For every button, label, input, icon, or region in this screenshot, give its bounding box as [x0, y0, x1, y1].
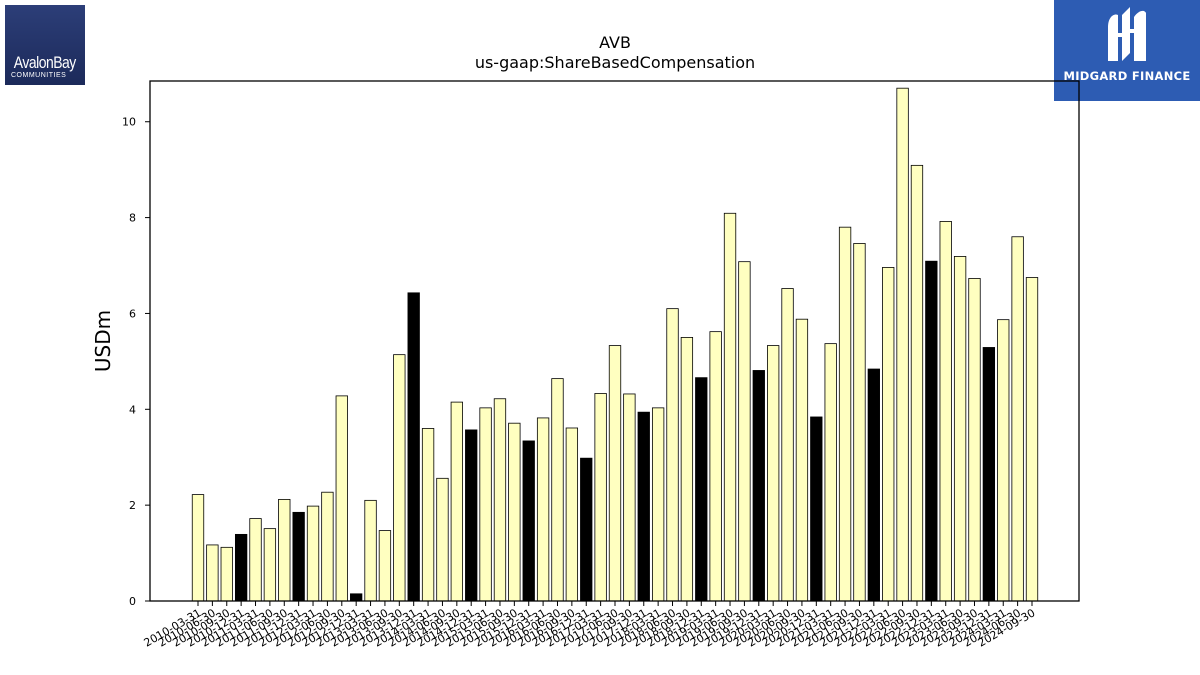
bar-2017-12-31	[637, 411, 650, 602]
bar-2011-06-30	[263, 528, 277, 602]
chart-subtitle: us-gaap:ShareBasedCompensation	[475, 53, 755, 72]
bar-2018-12-31	[695, 377, 708, 602]
bar-2012-12-31	[350, 593, 363, 602]
y-axis-label: USDm	[91, 310, 115, 372]
bar-2015-03-31	[479, 407, 492, 602]
bar-2018-03-31	[651, 407, 665, 602]
bar-2012-09-30	[335, 395, 348, 602]
bar-2013-12-31	[407, 292, 420, 602]
bar-2015-09-30	[508, 422, 521, 602]
bar-2024-03-31	[997, 319, 1010, 602]
bar-2011-03-31	[249, 518, 262, 602]
avalonbay-logo: AvalonBay COMMUNITIES	[5, 5, 85, 85]
bar-2013-03-31	[364, 499, 377, 602]
bar-2016-09-30	[565, 427, 579, 602]
bar-2010-12-31	[234, 533, 248, 602]
bar-2017-03-31	[594, 393, 607, 602]
bar-2017-09-30	[623, 393, 636, 602]
bar-2023-12-31	[982, 347, 996, 602]
bar-2021-12-31	[867, 368, 880, 602]
bar-2019-09-30	[738, 261, 751, 602]
bar-2012-06-30	[321, 491, 334, 602]
bar-2020-09-30	[795, 318, 809, 602]
bar-2019-03-31	[709, 331, 722, 602]
bar-2020-06-30	[781, 288, 794, 602]
bar-2020-03-31	[767, 345, 780, 602]
bar-2019-12-31	[752, 370, 765, 602]
bar-2017-06-30	[608, 345, 622, 602]
midgard-emblem-icon	[1108, 7, 1146, 61]
bar-2014-12-31	[465, 429, 478, 602]
y-tick-label: 0	[129, 595, 136, 608]
bar-2014-03-31	[421, 428, 435, 602]
y-tick-label: 8	[129, 212, 136, 225]
bar-2015-12-31	[522, 440, 535, 602]
y-tick-label: 4	[129, 403, 136, 416]
bar-2011-09-30	[278, 498, 291, 602]
y-tick-label: 10	[122, 116, 136, 129]
avalonbay-logo-name: AvalonBay	[14, 53, 76, 72]
bar-2013-09-30	[393, 354, 406, 602]
bar-2016-12-31	[580, 457, 593, 602]
bar-2016-03-31	[536, 417, 550, 602]
midgard-finance-wordmark: MIDGARD FINANCE	[1063, 69, 1191, 83]
bar-2014-09-30	[450, 401, 463, 602]
bar-2024-06-30	[1011, 236, 1024, 602]
bar-2018-09-30	[680, 337, 694, 602]
y-tick-label: 6	[129, 307, 136, 320]
bar-2011-12-31	[292, 511, 305, 602]
bar-2022-09-30	[910, 164, 924, 602]
bar-2012-03-31	[306, 505, 320, 602]
bar-2022-03-31	[882, 267, 895, 602]
bar-2013-06-30	[378, 530, 392, 602]
bar-2023-06-30	[953, 256, 967, 602]
bar-2022-06-30	[896, 87, 909, 602]
avalonbay-logo-sub: COMMUNITIES	[11, 72, 67, 79]
bar-2010-06-30	[206, 544, 219, 602]
bar-2010-03-31	[191, 494, 205, 602]
y-tick-label: 2	[129, 499, 136, 512]
bar-2021-03-31	[824, 343, 837, 602]
bar-2016-06-30	[551, 378, 564, 602]
bar-2023-03-31	[939, 221, 952, 602]
midgard-finance-logo: MIDGARD FINANCE	[1054, 0, 1200, 101]
bar-2020-12-31	[810, 416, 823, 602]
bar-2015-06-30	[493, 398, 507, 602]
bar-2022-12-31	[925, 260, 938, 602]
bar-2014-06-30	[436, 477, 449, 602]
bar-2024-09-30	[1025, 277, 1039, 602]
bar-2019-06-30	[723, 212, 737, 602]
bar-2018-06-30	[666, 308, 679, 602]
bar-2023-09-30	[968, 278, 981, 602]
bar-2021-06-30	[838, 226, 852, 602]
bar-2021-09-30	[853, 243, 866, 602]
chart-title: AVB	[599, 33, 631, 52]
bar-2010-09-30	[220, 546, 233, 602]
